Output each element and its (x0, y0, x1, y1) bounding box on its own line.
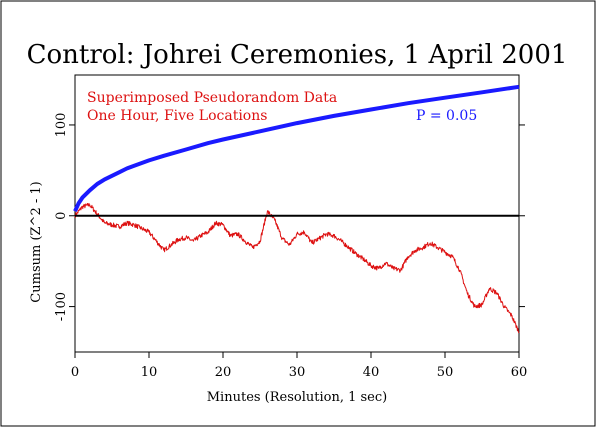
x-tick-label: 50 (437, 365, 454, 380)
series-layer (73, 84, 520, 334)
x-axis-label: Minutes (Resolution, 1 sec) (207, 390, 387, 405)
y-axis-ticks: -100 0 100 (54, 113, 525, 321)
x-tick-label: 30 (289, 365, 306, 380)
y-axis-label: Cumsum (Z^2 - 1) (29, 181, 44, 302)
chart-title: Control: Johrei Ceremonies, 1 April 2001 (27, 40, 568, 70)
x-tick-label: 60 (511, 365, 528, 380)
probability-envelope-line (73, 84, 520, 213)
x-tick-label: 10 (141, 365, 158, 380)
annotation-probability: P = 0.05 (416, 108, 477, 124)
annotation-pseudorandom: Superimposed Pseudorandom Data (87, 90, 337, 106)
x-tick-label: 20 (215, 365, 232, 380)
y-tick-label: -100 (54, 292, 69, 321)
annotation-locations: One Hour, Five Locations (87, 108, 267, 124)
y-tick-label: 100 (54, 113, 69, 138)
cumsum-series-line (74, 203, 520, 334)
x-axis-ticks: 0 10 20 30 40 50 60 (71, 352, 527, 380)
x-tick-label: 0 (71, 365, 79, 380)
x-tick-label: 40 (363, 365, 380, 380)
y-tick-label: 0 (54, 212, 69, 220)
